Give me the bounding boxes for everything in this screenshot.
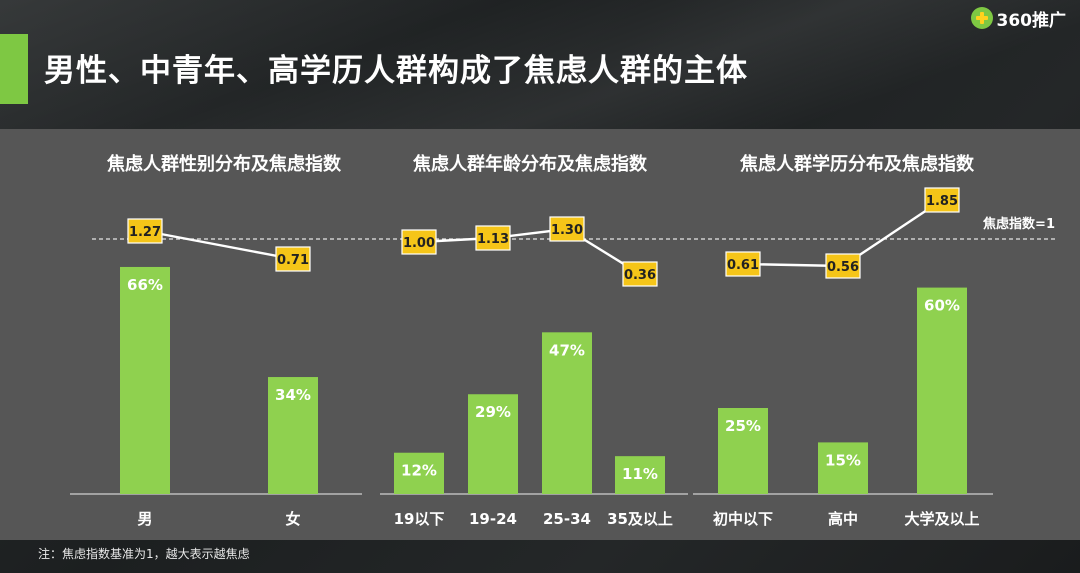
bar xyxy=(615,456,665,494)
category-label: 女 xyxy=(285,510,300,528)
category-label: 高中 xyxy=(828,510,858,528)
bar-value-label: 66% xyxy=(127,276,163,294)
index-label: 1.00 xyxy=(403,236,435,251)
bar xyxy=(268,377,318,494)
index-label: 0.71 xyxy=(277,253,309,268)
index-label: 1.13 xyxy=(477,232,509,247)
bar xyxy=(917,287,967,494)
bar xyxy=(718,408,768,494)
index-label: 1.27 xyxy=(129,225,161,240)
index-label-box xyxy=(275,246,311,272)
index-label-box xyxy=(622,261,658,287)
index-label: 0.61 xyxy=(727,258,759,273)
background-streak xyxy=(0,0,1080,130)
index-label-box xyxy=(127,218,163,244)
index-label-box xyxy=(401,229,437,255)
bar-value-label: 15% xyxy=(825,451,861,469)
bar-value-label: 34% xyxy=(275,386,311,404)
category-label: 25-34 xyxy=(543,510,591,528)
bar-value-label: 12% xyxy=(401,462,437,480)
reference-line-label: 焦虑指数=1 xyxy=(982,216,1055,232)
logo: 360推广 xyxy=(970,6,1067,31)
bar xyxy=(468,394,518,494)
index-line xyxy=(144,229,294,261)
index-label-box xyxy=(725,251,761,277)
bar-value-label: 47% xyxy=(549,341,585,359)
chart-panel: 焦虑指数=1 焦虑人群性别分布及焦虑指数 66% 男 34% 女 1.27 0.71 焦虑人群年… xyxy=(0,129,1080,540)
charts-svg: 焦虑指数=1 焦虑人群性别分布及焦虑指数 66% 男 34% 女 1.27 0.71 焦虑人群年… xyxy=(70,153,1055,528)
logo-plus-icon xyxy=(970,7,993,29)
index-label-box xyxy=(549,216,585,242)
index-label-box xyxy=(924,187,960,213)
bar-value-label: 11% xyxy=(622,465,658,483)
index-line xyxy=(418,227,641,276)
bar xyxy=(542,332,592,494)
category-label: 大学及以上 xyxy=(904,510,979,528)
index-label: 1.85 xyxy=(926,194,958,209)
logo-text: 360推广 xyxy=(996,10,1067,31)
category-label: 19-24 xyxy=(469,510,517,528)
bar-value-label: 25% xyxy=(725,417,761,435)
index-label-box xyxy=(475,225,511,251)
category-label: 男 xyxy=(137,510,152,528)
footnote: 注：焦虑指数基准为1，越大表示越焦虑 xyxy=(38,547,250,561)
index-label: 1.30 xyxy=(551,223,583,238)
bar xyxy=(394,452,444,494)
chart-title: 焦虑人群年龄分布及焦虑指数 xyxy=(412,153,648,175)
chart-title: 焦虑人群学历分布及焦虑指数 xyxy=(739,153,975,175)
page-title: 男性、中青年、高学历人群构成了焦虑人群的主体 xyxy=(44,53,748,89)
bar xyxy=(120,266,170,494)
chart-title: 焦虑人群性别分布及焦虑指数 xyxy=(106,153,342,175)
index-label: 0.36 xyxy=(624,268,656,283)
index-label-box xyxy=(825,253,861,279)
bar-value-label: 60% xyxy=(924,297,960,315)
title-accent-bar xyxy=(0,34,28,104)
category-label: 19以下 xyxy=(394,510,445,528)
bar xyxy=(818,442,868,494)
category-label: 35及以上 xyxy=(607,510,673,528)
category-label: 初中以下 xyxy=(713,510,773,528)
index-label: 0.56 xyxy=(827,260,859,275)
bar-value-label: 29% xyxy=(475,403,511,421)
